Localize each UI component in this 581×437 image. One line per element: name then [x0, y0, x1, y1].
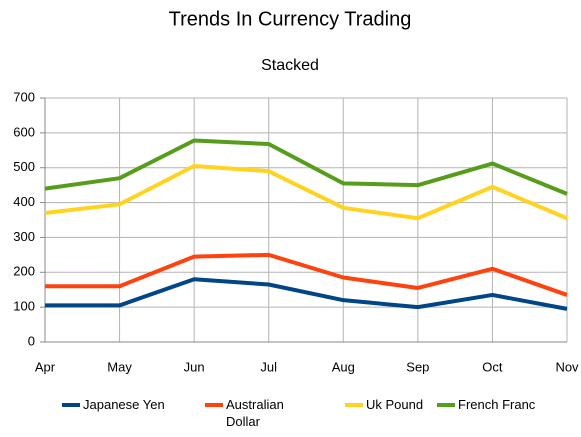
- series-line: [44, 138, 568, 196]
- x-tick-label: Nov: [555, 359, 579, 374]
- y-tick-label: 500: [13, 159, 35, 174]
- chart-subtitle: Stacked: [261, 57, 319, 74]
- legend-item: Uk Pound: [345, 396, 435, 413]
- legend-label: French Franc: [458, 397, 536, 412]
- legend-label: Australian Dollar: [226, 397, 284, 429]
- chart-title: Trends In Currency Trading: [169, 8, 412, 30]
- x-tick-label: Sep: [406, 359, 429, 374]
- x-tick-label: Aug: [332, 359, 355, 374]
- legend-label: Japanese Yen: [83, 397, 165, 412]
- y-tick-label: 0: [28, 333, 35, 348]
- legend-swatch: [345, 403, 363, 407]
- x-tick-label: Jun: [184, 359, 205, 374]
- legend-swatch: [437, 403, 455, 407]
- x-tick-label: Oct: [482, 359, 503, 374]
- y-tick-label: 400: [13, 194, 35, 209]
- series-line: [44, 163, 568, 221]
- legend-item: Australian Dollar: [205, 396, 305, 430]
- x-tick-label: Apr: [35, 359, 56, 374]
- y-tick-label: 600: [13, 124, 35, 139]
- legend-label: Uk Pound: [366, 397, 424, 412]
- y-tick-label: 100: [13, 299, 35, 314]
- legend-item: French Franc: [437, 396, 557, 413]
- series-line: [45, 252, 568, 297]
- series-line: [45, 277, 568, 311]
- y-tick-label: 300: [13, 229, 35, 244]
- legend-swatch: [62, 403, 80, 407]
- legend-item: Japanese Yen: [62, 396, 192, 413]
- y-tick-label: 700: [13, 89, 35, 104]
- x-tick-label: Jul: [260, 359, 277, 374]
- x-tick-label: May: [107, 359, 132, 374]
- y-tick-label: 200: [13, 264, 35, 279]
- legend-swatch: [205, 403, 223, 407]
